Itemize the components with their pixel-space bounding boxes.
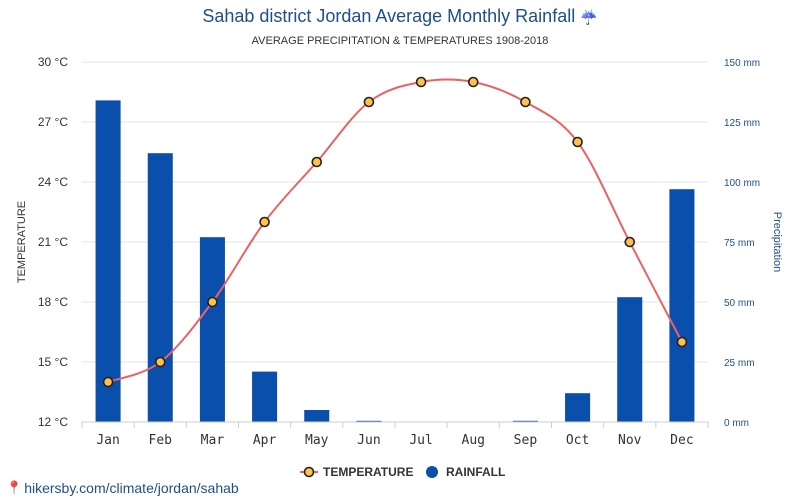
legend-rainfall-label: RAINFALL <box>446 465 505 479</box>
left-tick-label: 24 °C <box>38 175 68 189</box>
left-tick-label: 15 °C <box>38 355 68 369</box>
x-tick-label-jul: Jul <box>409 433 432 448</box>
chart-title-text: Sahab district Jordan Average Monthly Ra… <box>202 6 576 26</box>
temperature-point-mar <box>207 296 218 308</box>
left-axis-title: TEMPERATURE <box>16 201 28 283</box>
temperature-point-may <box>311 156 323 168</box>
rainfall-bar-jun <box>356 420 382 422</box>
x-tick-label-mar: Mar <box>201 433 225 448</box>
x-tick-label-sep: Sep <box>514 433 538 448</box>
temperature-point-dec <box>676 336 688 348</box>
temperature-point-nov <box>624 236 636 248</box>
legend-temperature-label: TEMPERATURE <box>323 465 413 479</box>
temperature-curve <box>107 78 683 383</box>
rainfall-bar-dec <box>669 189 695 422</box>
left-tick-label: 30 °C <box>38 55 68 69</box>
x-axis: Jan Feb Mar Apr May Jun Jul Aug Sep Oct Nov Dec <box>81 421 709 448</box>
temperature-point-aug <box>467 76 479 88</box>
site-credit[interactable]: 📍 hikersby.com/climate/jordan/sahab <box>6 480 239 496</box>
rainfall-bars <box>95 100 695 423</box>
left-tick-label: 21 °C <box>38 235 68 249</box>
left-tick-label: 12 °C <box>38 415 68 429</box>
x-tick-label-nov: Nov <box>618 433 642 448</box>
temperature-point-oct <box>572 136 583 148</box>
right-tick-label: 125 mm <box>724 118 760 129</box>
temperature-point-jun <box>363 96 375 108</box>
temperature-point-jul <box>415 76 427 88</box>
legend: TEMPERATURE RAINFALL <box>300 465 505 479</box>
x-tick-label-dec: Dec <box>670 433 693 448</box>
x-tick-label-jun: Jun <box>357 433 380 448</box>
rainfall-bar-oct <box>565 393 591 422</box>
right-tick-label: 75 mm <box>724 238 755 249</box>
map-pin-icon: 📍 <box>6 480 23 495</box>
legend-temperature-marker <box>303 466 315 478</box>
rainfall-bar-apr <box>252 371 278 422</box>
rainfall-bar-mar <box>199 237 225 422</box>
right-tick-label: 100 mm <box>724 178 760 189</box>
left-tick-label: 27 °C <box>38 115 68 129</box>
x-tick-label-jan: Jan <box>96 433 119 448</box>
x-tick-label-feb: Feb <box>149 433 173 448</box>
temperature-point-sep <box>520 96 531 108</box>
x-tick-label-oct: Oct <box>566 433 589 448</box>
site-credit-link[interactable]: hikersby.com/climate/jordan/sahab <box>24 480 239 496</box>
right-axis-title: Precipitation <box>771 212 783 273</box>
temperature-point-feb <box>154 356 166 368</box>
temperature-point-jan <box>102 376 114 388</box>
grid-lines <box>82 61 708 423</box>
rainfall-bar-nov <box>617 297 643 422</box>
x-tick-label-aug: Aug <box>462 433 485 448</box>
right-tick-label: 150 mm <box>724 58 760 69</box>
left-axis: 12 °C 15 °C 18 °C 21 °C 24 °C 27 °C 30 °C TEMPE… <box>16 55 68 429</box>
chart-subtitle: AVERAGE PRECIPITATION & TEMPERATURES 190… <box>251 35 549 47</box>
left-tick-label: 18 °C <box>38 295 68 309</box>
rainfall-bar-sep <box>512 420 538 422</box>
rainfall-bar-jan <box>95 100 121 423</box>
right-axis: 0 mm 25 mm 50 mm 75 mm 100 mm 125 mm 150 mm Pre… <box>724 58 783 429</box>
right-tick-label: 0 mm <box>724 418 749 429</box>
chart-title: Sahab district Jordan Average Monthly Ra… <box>0 6 800 27</box>
x-tick-label-apr: Apr <box>253 433 277 448</box>
x-tick-label-may: May <box>305 433 329 448</box>
umbrella-rain-icon: ☔ <box>580 9 598 25</box>
rainfall-bar-may <box>304 410 330 422</box>
right-tick-label: 25 mm <box>724 358 755 369</box>
right-tick-label: 50 mm <box>724 298 755 309</box>
rainfall-bar-feb <box>147 153 173 422</box>
legend-rainfall-marker <box>426 466 438 478</box>
temperature-line <box>102 76 688 388</box>
temperature-point-apr <box>259 216 270 228</box>
